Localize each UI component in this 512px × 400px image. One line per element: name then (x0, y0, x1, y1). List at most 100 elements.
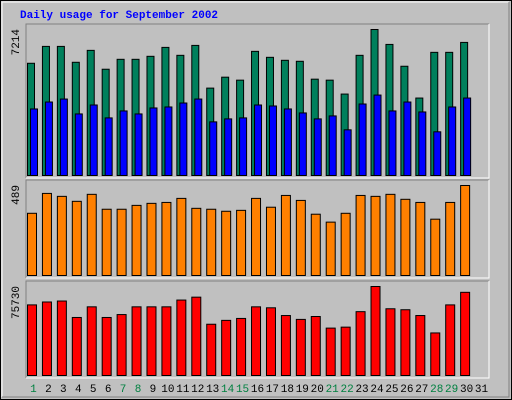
bar (328, 115, 337, 176)
bar (209, 121, 218, 176)
bar (400, 198, 411, 276)
x-tick-label: 19 (296, 384, 309, 396)
bar (221, 210, 232, 277)
x-tick-label: 10 (161, 384, 174, 396)
bar (119, 110, 128, 176)
x-tick-label: 8 (135, 384, 142, 396)
x-tick-label: 3 (60, 384, 67, 396)
x-tick-label: 26 (400, 384, 413, 396)
bar (460, 291, 471, 377)
x-tick-label: 24 (370, 384, 384, 396)
bar (206, 208, 217, 276)
bar (30, 108, 38, 176)
bar (59, 98, 68, 176)
bar (27, 212, 37, 276)
bar (415, 201, 426, 276)
bar (254, 104, 263, 176)
bar (340, 212, 351, 276)
bar (116, 314, 127, 376)
bar (89, 104, 98, 176)
x-tick-label: 12 (191, 384, 204, 396)
x-tick-label: 5 (90, 384, 97, 396)
y-tick-label: 75730 (11, 286, 23, 319)
bar (325, 327, 336, 377)
bar (251, 306, 262, 376)
x-tick-label: 7 (120, 384, 127, 396)
bar (131, 204, 142, 276)
bar (418, 111, 427, 177)
x-tick-label: 13 (206, 384, 219, 396)
bar (385, 308, 396, 376)
bar (41, 192, 52, 276)
panel-border (26, 180, 490, 279)
bar (430, 218, 441, 277)
bar (224, 118, 233, 177)
x-tick-label: 23 (355, 384, 368, 396)
bar (448, 106, 457, 176)
x-tick-label: 21 (326, 384, 340, 396)
bar (101, 316, 112, 377)
bar (41, 301, 52, 376)
bar (176, 197, 187, 276)
bar (460, 185, 471, 276)
bar (355, 311, 366, 376)
x-tick-label: 15 (236, 384, 249, 396)
x-tick-label: 20 (311, 384, 324, 396)
x-tick-label: 31 (475, 384, 489, 396)
bar (400, 309, 411, 376)
bar (343, 129, 352, 176)
bar (149, 107, 158, 176)
panel-border (25, 280, 489, 378)
bar (134, 113, 143, 176)
panel-border (26, 24, 490, 179)
bar (355, 194, 366, 276)
bar (373, 94, 382, 176)
bar (221, 319, 232, 377)
bar (56, 195, 67, 277)
chart-title: Daily usage for September 2002 (20, 10, 218, 22)
bar (280, 315, 291, 377)
x-tick-label: 29 (445, 384, 458, 396)
bar (236, 317, 247, 377)
panel-border (26, 281, 490, 379)
bar (161, 306, 172, 376)
bar (44, 101, 53, 176)
x-tick-label: 4 (75, 384, 82, 396)
bar (56, 300, 67, 376)
bar (176, 299, 187, 377)
bar (445, 201, 456, 276)
bar (71, 200, 82, 276)
bar (268, 105, 277, 176)
bar (325, 221, 336, 276)
bar (370, 286, 381, 376)
bar (385, 193, 396, 276)
x-tick-label: 18 (281, 384, 294, 396)
bar (206, 323, 217, 376)
x-tick-label: 16 (251, 384, 264, 396)
bar (86, 306, 97, 376)
bar (104, 117, 113, 176)
x-tick-label: 2 (45, 384, 52, 396)
x-tick-label: 6 (105, 384, 112, 396)
bar (116, 208, 127, 276)
bar (194, 98, 203, 176)
bar (310, 213, 321, 276)
bar (298, 112, 307, 176)
x-tick-label: 27 (415, 384, 428, 396)
x-tick-label: 14 (221, 384, 235, 396)
y-tick-label: 489 (11, 185, 23, 205)
bar (358, 103, 367, 176)
x-tick-label: 1 (30, 384, 37, 396)
bar (313, 118, 322, 177)
bar (179, 102, 188, 176)
bar (265, 307, 276, 377)
bar (295, 199, 306, 276)
bar (280, 194, 291, 276)
bar (340, 326, 351, 376)
bar (251, 197, 262, 276)
bar (101, 208, 112, 276)
x-tick-label: 22 (341, 384, 354, 396)
